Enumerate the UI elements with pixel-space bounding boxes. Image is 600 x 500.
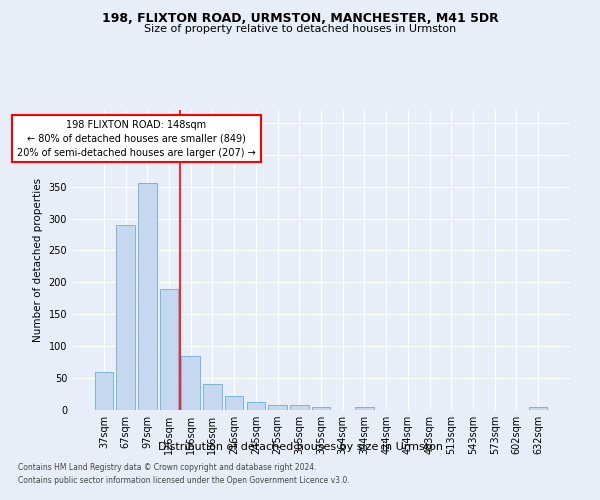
Text: Contains HM Land Registry data © Crown copyright and database right 2024.: Contains HM Land Registry data © Crown c… xyxy=(18,464,317,472)
Text: 198 FLIXTON ROAD: 148sqm
← 80% of detached houses are smaller (849)
20% of semi-: 198 FLIXTON ROAD: 148sqm ← 80% of detach… xyxy=(17,120,256,158)
Bar xyxy=(181,356,200,410)
Bar xyxy=(290,405,308,410)
Bar xyxy=(312,408,330,410)
Bar xyxy=(268,405,287,410)
Bar xyxy=(203,384,221,410)
Text: Distribution of detached houses by size in Urmston: Distribution of detached houses by size … xyxy=(157,442,443,452)
Bar xyxy=(160,288,178,410)
Bar xyxy=(529,408,547,410)
Y-axis label: Number of detached properties: Number of detached properties xyxy=(33,178,43,342)
Text: Contains public sector information licensed under the Open Government Licence v3: Contains public sector information licen… xyxy=(18,476,350,485)
Bar xyxy=(247,402,265,410)
Bar xyxy=(225,396,244,410)
Bar xyxy=(138,184,157,410)
Bar xyxy=(95,372,113,410)
Text: Size of property relative to detached houses in Urmston: Size of property relative to detached ho… xyxy=(144,24,456,34)
Bar xyxy=(116,225,135,410)
Bar xyxy=(355,407,374,410)
Text: 198, FLIXTON ROAD, URMSTON, MANCHESTER, M41 5DR: 198, FLIXTON ROAD, URMSTON, MANCHESTER, … xyxy=(101,12,499,26)
